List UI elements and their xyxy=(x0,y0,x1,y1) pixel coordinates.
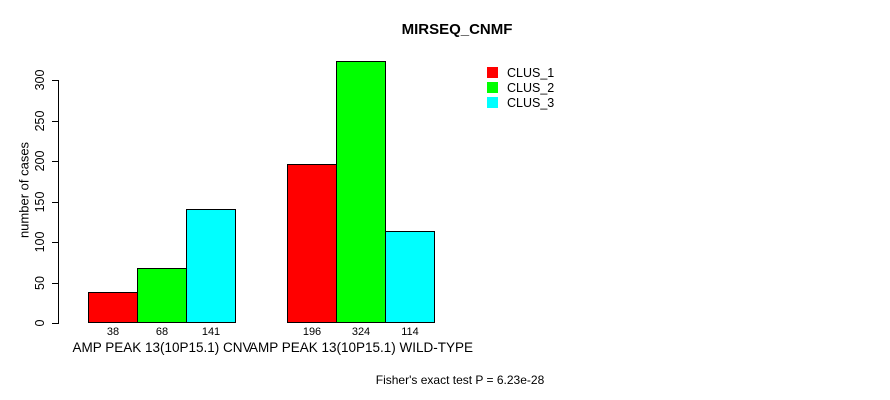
y-axis-tick xyxy=(52,121,58,122)
stat-annotation: Fisher's exact test P = 6.23e-28 xyxy=(375,373,545,387)
y-axis-tick-label: 250 xyxy=(33,110,47,132)
y-axis-tick-label: 200 xyxy=(33,150,47,172)
y-axis-line xyxy=(58,80,59,324)
bar-clus_2-group2 xyxy=(336,61,386,323)
bar-value-label: 324 xyxy=(351,326,371,338)
legend-swatch-clus_2 xyxy=(487,82,498,93)
bar-clus_3-group1 xyxy=(186,209,236,323)
bar-value-label: 196 xyxy=(302,326,322,338)
y-axis-tick xyxy=(52,242,58,243)
legend: CLUS_1 CLUS_2 CLUS_3 xyxy=(487,65,554,110)
y-axis-tick xyxy=(52,283,58,284)
bar-clus_1-group1 xyxy=(88,292,138,323)
y-axis-tick-label: 0 xyxy=(33,319,47,327)
bar-value-label: 68 xyxy=(155,326,169,338)
y-axis-tick xyxy=(52,323,58,324)
bar-value-label: 38 xyxy=(106,326,120,338)
y-axis-tick-label: 100 xyxy=(33,231,47,253)
bar-clus_2-group1 xyxy=(137,268,187,323)
bar-clus_1-group2 xyxy=(287,164,337,323)
legend-label: CLUS_3 xyxy=(507,95,555,110)
bar-value-label: 114 xyxy=(401,326,419,338)
x-category-label: AMP PEAK 13(10P15.1) WILD-TYPE xyxy=(248,340,474,355)
legend-label: CLUS_2 xyxy=(507,80,555,95)
legend-swatch-clus_1 xyxy=(487,67,498,78)
bar-value-label: 141 xyxy=(201,326,221,338)
chart-title: MIRSEQ_CNMF xyxy=(401,21,513,38)
y-axis-tick xyxy=(52,80,58,81)
x-category-label: AMP PEAK 13(10P15.1) CNV xyxy=(72,340,252,355)
y-axis-tick xyxy=(52,202,58,203)
y-axis-tick-label: 50 xyxy=(33,276,47,290)
legend-entry: CLUS_2 xyxy=(487,80,554,95)
legend-label: CLUS_1 xyxy=(507,65,555,80)
legend-swatch-clus_3 xyxy=(487,97,498,108)
bar-clus_3-group2 xyxy=(385,231,435,323)
legend-entry: CLUS_1 xyxy=(487,65,554,80)
legend-entry: CLUS_3 xyxy=(487,95,554,110)
y-axis-tick xyxy=(52,161,58,162)
y-axis-tick-label: 150 xyxy=(33,191,47,213)
y-axis-tick-label: 300 xyxy=(33,69,47,91)
